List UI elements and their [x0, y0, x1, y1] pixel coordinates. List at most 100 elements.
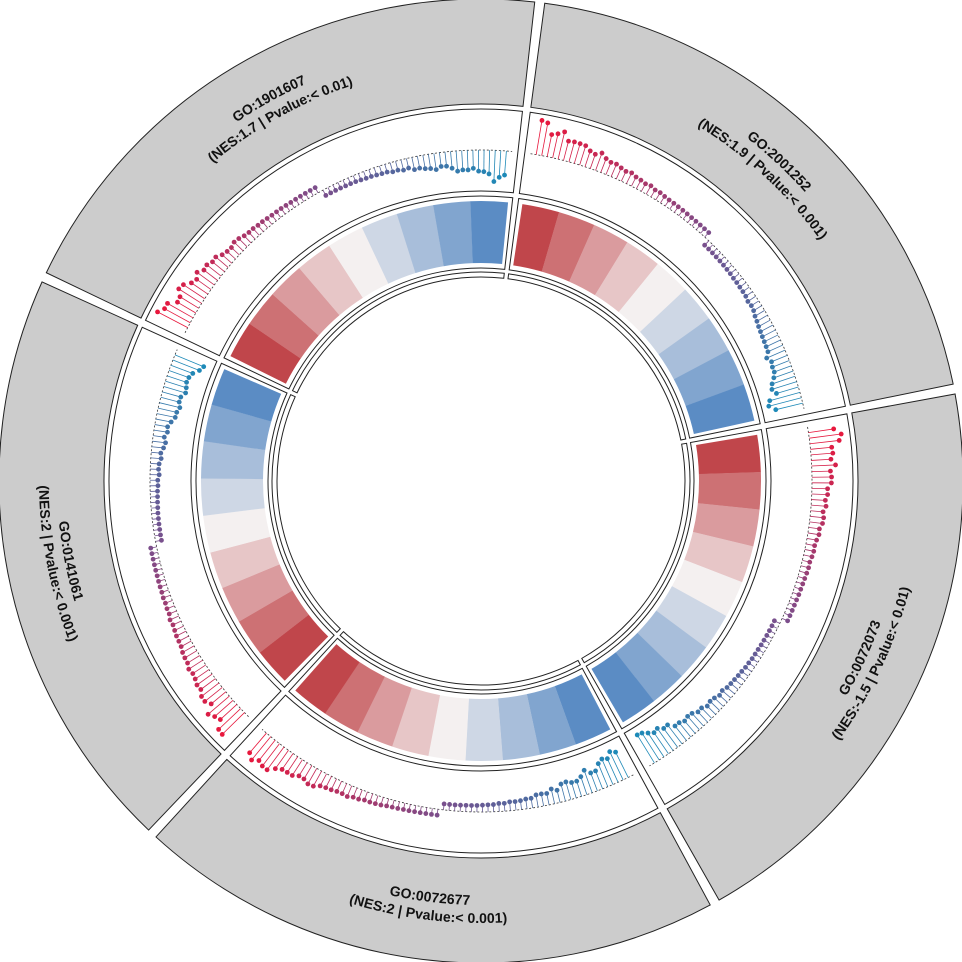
lollipop-dot — [362, 797, 367, 803]
lollipop-dot — [395, 167, 401, 173]
lollipop-dot — [156, 578, 161, 584]
lollipop-dot — [706, 246, 711, 252]
lollipop-dot — [734, 280, 740, 286]
lollipop-dot — [186, 375, 192, 380]
lollipop-stem — [196, 271, 215, 286]
lollipop-dot — [588, 770, 594, 776]
lollipop-dot — [199, 694, 204, 699]
lollipop-dot — [727, 271, 733, 277]
lollipop-dot — [665, 722, 670, 728]
lollipop-dot — [717, 692, 722, 698]
lollipop-dot — [384, 169, 390, 175]
lollipop-dot — [293, 196, 298, 202]
lollipop-dot — [406, 808, 412, 814]
heatmap-cell — [640, 289, 710, 355]
inner-ring — [271, 271, 691, 691]
heatmap-cell — [696, 434, 761, 475]
lollipop-dot — [378, 802, 384, 808]
lollipop-dot — [603, 156, 609, 161]
lollipop-dot — [476, 168, 482, 174]
lollipop-dot — [192, 676, 198, 682]
lollipop-dot — [764, 355, 770, 361]
lollipop-dot — [496, 174, 502, 180]
lollipop-dot — [761, 637, 767, 643]
lollipop-stem — [498, 150, 502, 178]
lollipop-dot — [182, 655, 188, 661]
lollipop-dot — [563, 779, 569, 785]
lollipop-dot — [465, 167, 471, 173]
lollipop-dot — [574, 778, 580, 784]
lollipop-stem — [191, 282, 209, 295]
heatmap-cell — [685, 384, 755, 435]
lollipop-stem — [201, 682, 220, 697]
lollipop-dot — [149, 551, 155, 557]
lollipop-stem — [167, 375, 187, 383]
lollipop-dot — [766, 403, 772, 409]
heatmap-cell — [230, 323, 301, 384]
lollipop-dot — [682, 718, 688, 724]
lollipop-stem — [600, 158, 607, 173]
lollipop-dot — [828, 456, 834, 462]
heatmap-cell — [526, 686, 576, 755]
lollipop-stem — [177, 301, 197, 314]
lollipop-dot — [156, 461, 162, 467]
lollipop-dot — [151, 562, 157, 568]
lollipop-dot — [356, 796, 362, 802]
lollipop-dot — [433, 167, 439, 173]
lollipop-dot — [194, 269, 200, 275]
lollipop-dot — [161, 434, 167, 440]
lollipop-stem — [691, 713, 704, 727]
lollipop-dot — [712, 695, 717, 701]
lollipop-dot — [323, 193, 329, 198]
lollipop-dot — [175, 299, 180, 305]
lollipop-dot — [817, 526, 822, 532]
lollipop-dot — [491, 802, 496, 807]
lollipop-dot — [666, 197, 672, 203]
lollipop-stem — [550, 788, 555, 804]
lollipop-stem — [167, 303, 194, 319]
lollipop-stem — [811, 493, 828, 496]
lollipop-dot — [802, 576, 808, 581]
lollipop-dot — [323, 785, 329, 791]
lollipop-stem — [809, 433, 842, 439]
lollipop-stem — [427, 154, 432, 169]
lollipop-stem — [583, 770, 593, 793]
lollipop-dot — [148, 545, 154, 551]
lollipop-dot — [183, 385, 189, 391]
lollipop-dot — [800, 581, 806, 587]
lollipop-stem — [595, 770, 604, 789]
lollipop-stem — [589, 154, 596, 169]
lollipop-stem — [580, 776, 588, 795]
lollipop-dot — [219, 731, 225, 737]
lollipop-dot — [555, 131, 561, 137]
lollipop-stem — [811, 470, 831, 473]
lollipop-dot — [724, 267, 730, 272]
lollipop-dot — [769, 381, 775, 387]
lollipop-dot — [256, 758, 262, 763]
lollipop-dot — [170, 622, 176, 628]
lollipop-dot — [654, 726, 660, 731]
lollipop-dot — [180, 650, 185, 655]
lollipop-stem — [762, 329, 776, 338]
lollipop-dot — [161, 445, 166, 451]
lollipop-dot — [702, 242, 708, 248]
lollipop-dot — [737, 284, 743, 290]
lollipop-stem — [641, 732, 660, 761]
lollipop-dot — [213, 254, 219, 260]
lollipop-stem — [615, 751, 629, 778]
lollipop-stem — [573, 143, 581, 164]
lollipop-dot — [174, 633, 179, 639]
lollipop-stem — [684, 720, 696, 734]
lollipop-dot — [675, 204, 681, 210]
lollipop-dot — [765, 349, 771, 355]
heatmap-cell — [391, 687, 441, 757]
lollipop-dot — [202, 698, 208, 704]
lollipop-dot — [713, 254, 719, 260]
lollipop-dot — [204, 262, 210, 268]
lollipop-dot — [155, 499, 160, 505]
lollipop-dot — [823, 503, 829, 509]
lollipop-dot — [412, 167, 417, 173]
lollipop-dot — [787, 613, 793, 619]
